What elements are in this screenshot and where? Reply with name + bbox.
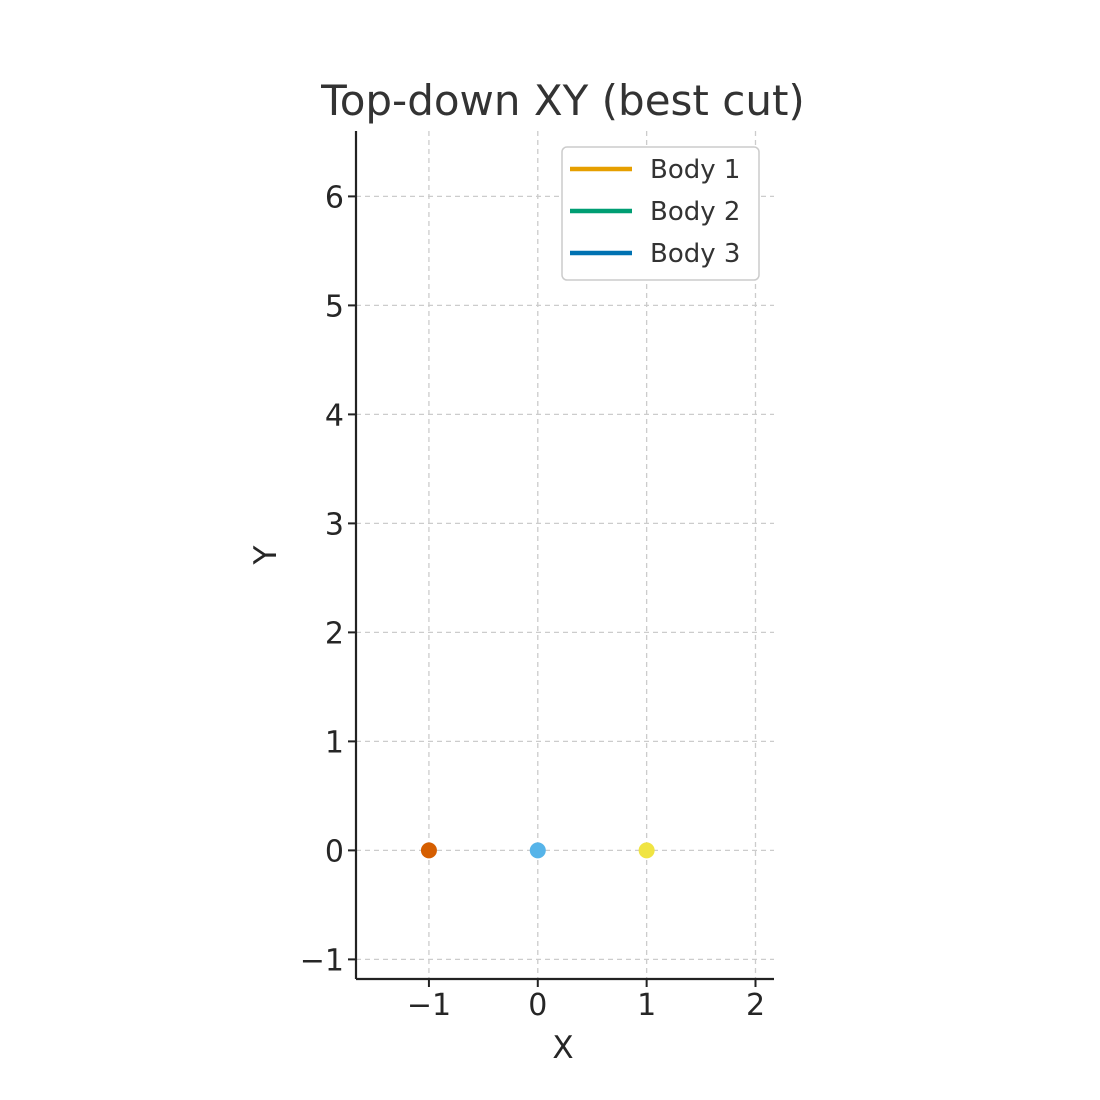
data-point (420, 842, 437, 859)
y-tick-label: 4 (325, 398, 344, 433)
legend-label: Body 3 (650, 239, 740, 269)
y-tick-label: 1 (325, 725, 344, 760)
y-tick-label: 0 (325, 834, 344, 869)
axes (354, 131, 774, 981)
x-tick-label: 2 (746, 988, 765, 1023)
x-axis-label: X (552, 1030, 573, 1066)
chart-title: Top-down XY (best cut) (320, 76, 805, 125)
data-point (529, 842, 546, 859)
y-tick-label: 2 (325, 616, 344, 651)
legend: Body 1 Body 2 Body 3 (561, 146, 760, 281)
data-points (420, 842, 655, 859)
legend-box (561, 146, 760, 281)
x-tick-label: 0 (528, 988, 547, 1023)
y-tick-label: 3 (325, 507, 344, 542)
legend-label: Body 1 (650, 155, 740, 185)
y-tick-label: 6 (325, 180, 344, 215)
y-tick-label: 5 (325, 289, 344, 324)
x-tick-label: −1 (407, 988, 451, 1023)
legend-label: Body 2 (650, 197, 740, 227)
y-axis-label: Y (248, 545, 284, 565)
ticks: −1 0 1 2 −1 0 1 2 3 4 5 6 (300, 180, 765, 1023)
x-tick-label: 1 (637, 988, 656, 1023)
data-point (638, 842, 655, 859)
y-tick-label: −1 (300, 943, 344, 978)
